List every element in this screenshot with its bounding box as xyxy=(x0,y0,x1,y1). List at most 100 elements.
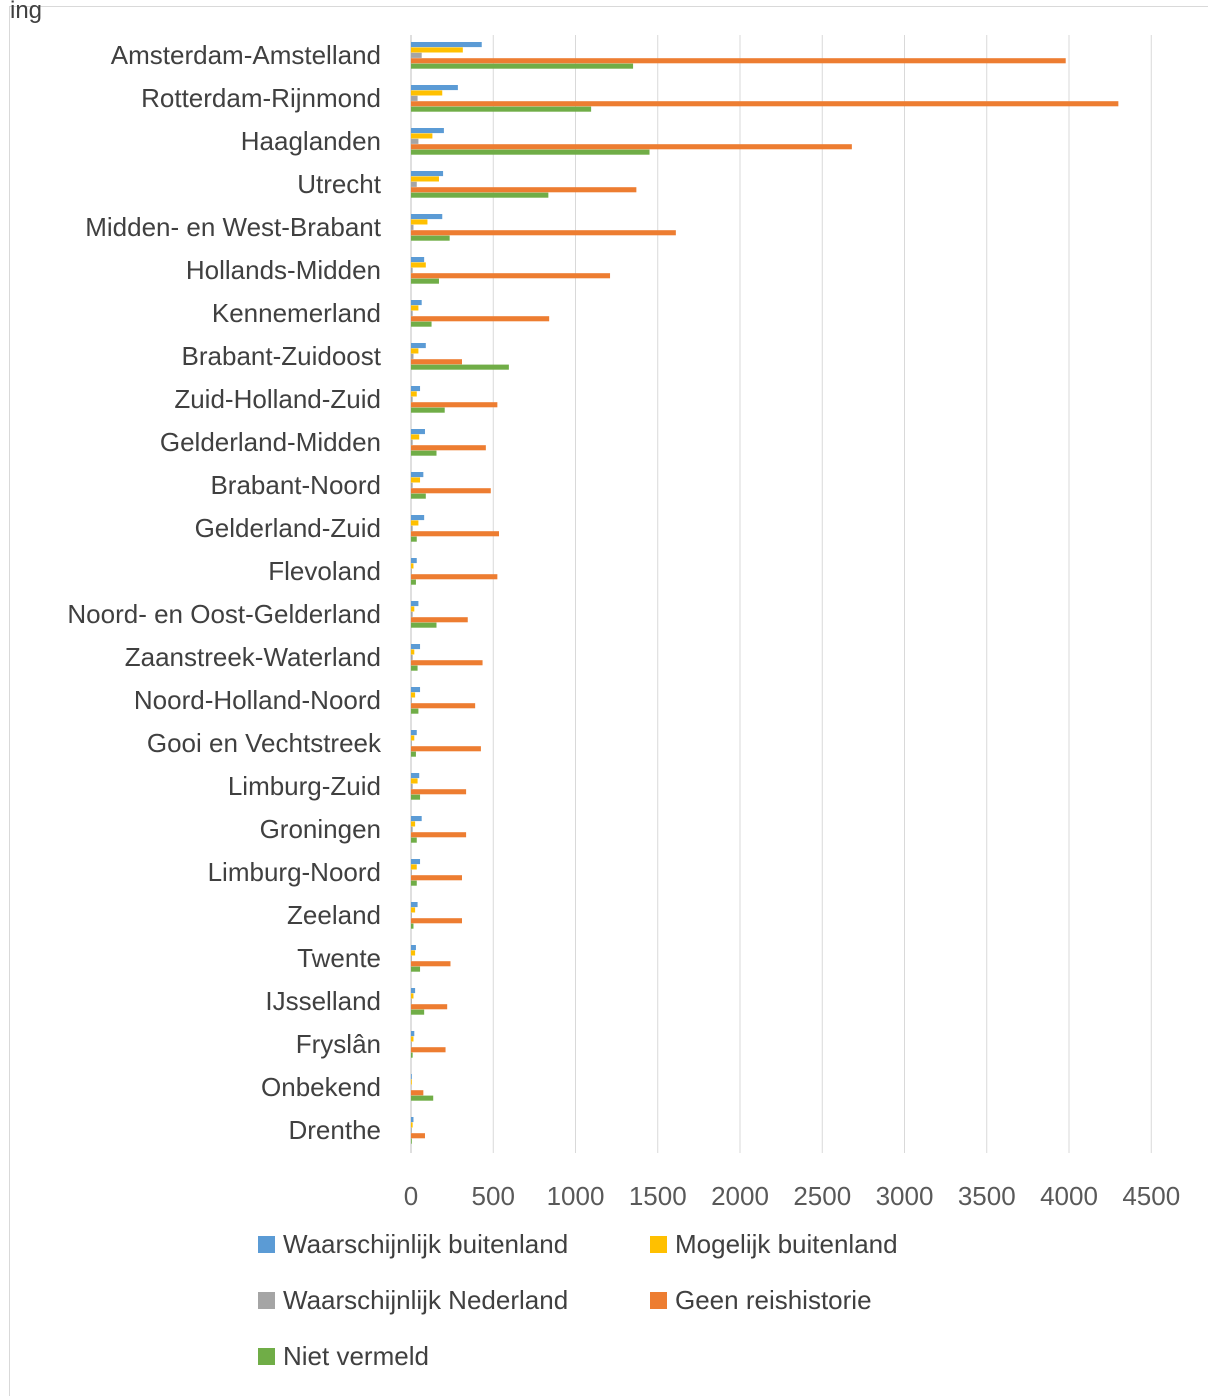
bar-niet-vermeld xyxy=(411,63,634,69)
bar-waarschijnlijk-nederland xyxy=(411,52,422,58)
bar-waarschijnlijk-buitenland xyxy=(411,85,458,91)
x-tick-label: 2500 xyxy=(793,1181,851,1211)
bar-mogelijk-buitenland xyxy=(411,735,415,741)
bar-waarschijnlijk-buitenland xyxy=(411,945,416,951)
bar-geen-reishistorie xyxy=(411,359,462,365)
bar-mogelijk-buitenland xyxy=(411,262,426,268)
bar-waarschijnlijk-nederland xyxy=(411,912,412,918)
bar-waarschijnlijk-buitenland xyxy=(411,773,420,779)
bar-waarschijnlijk-buitenland xyxy=(411,429,425,435)
bar-waarschijnlijk-buitenland xyxy=(411,128,444,134)
y-category-label: Amsterdam-Amstelland xyxy=(111,40,381,70)
bar-niet-vermeld xyxy=(411,192,549,198)
y-category-label: Zuid-Holland-Zuid xyxy=(174,384,381,414)
bar-geen-reishistorie xyxy=(411,402,498,408)
bar-mogelijk-buitenland xyxy=(411,778,418,784)
bar-waarschijnlijk-buitenland xyxy=(411,902,418,908)
bar-waarschijnlijk-buitenland xyxy=(411,343,426,349)
bar-waarschijnlijk-buitenland xyxy=(411,1074,412,1080)
bar-mogelijk-buitenland xyxy=(411,692,416,698)
bar-waarschijnlijk-nederland xyxy=(411,611,413,617)
bar-waarschijnlijk-buitenland xyxy=(411,472,424,478)
x-tick-label: 500 xyxy=(472,1181,515,1211)
bar-waarschijnlijk-buitenland xyxy=(411,214,443,220)
bar-geen-reishistorie xyxy=(411,617,468,623)
bar-niet-vermeld xyxy=(411,493,426,499)
bar-waarschijnlijk-buitenland xyxy=(411,515,425,521)
bar-mogelijk-buitenland xyxy=(411,391,417,397)
bar-waarschijnlijk-nederland xyxy=(411,1084,412,1090)
y-category-label: Noord-Holland-Noord xyxy=(134,685,381,715)
bar-mogelijk-buitenland xyxy=(411,821,416,827)
bar-waarschijnlijk-nederland xyxy=(411,439,413,445)
y-category-label: Noord- en Oost-Gelderland xyxy=(67,599,381,629)
legend-swatch xyxy=(258,1348,275,1365)
bar-niet-vermeld xyxy=(411,622,437,628)
bar-mogelijk-buitenland xyxy=(411,477,421,483)
bar-geen-reishistorie xyxy=(411,918,462,924)
x-tick-label: 2000 xyxy=(711,1181,769,1211)
bar-mogelijk-buitenland xyxy=(411,1079,412,1085)
bar-geen-reishistorie xyxy=(411,144,852,150)
bar-waarschijnlijk-nederland xyxy=(411,1127,412,1133)
legend-item: Waarschijnlijk Nederland xyxy=(258,1285,568,1316)
x-tick-label: 3500 xyxy=(958,1181,1016,1211)
bar-niet-vermeld xyxy=(411,1095,434,1101)
bar-waarschijnlijk-nederland xyxy=(411,826,413,832)
bar-geen-reishistorie xyxy=(411,187,637,193)
y-category-label: Drenthe xyxy=(289,1115,382,1145)
bar-mogelijk-buitenland xyxy=(411,1122,413,1128)
bar-niet-vermeld xyxy=(411,966,421,972)
bar-waarschijnlijk-buitenland xyxy=(411,601,419,607)
y-category-label: Kennemerland xyxy=(212,298,381,328)
legend-item: Waarschijnlijk buitenland xyxy=(258,1229,568,1260)
bar-mogelijk-buitenland xyxy=(411,176,439,182)
bar-waarschijnlijk-nederland xyxy=(411,998,412,1004)
bar-niet-vermeld xyxy=(411,708,419,714)
bar-niet-vermeld xyxy=(411,880,417,886)
y-category-label: Gelderland-Midden xyxy=(160,427,381,457)
x-tick-label: 4500 xyxy=(1122,1181,1180,1211)
bar-niet-vermeld xyxy=(411,1009,425,1015)
bar-mogelijk-buitenland xyxy=(411,47,463,53)
legend-label: Waarschijnlijk Nederland xyxy=(283,1285,569,1315)
x-tick-label: 1500 xyxy=(629,1181,687,1211)
bar-geen-reishistorie xyxy=(411,1133,425,1139)
bar-geen-reishistorie xyxy=(411,445,486,451)
bar-mogelijk-buitenland xyxy=(411,907,416,913)
bar-niet-vermeld xyxy=(411,1138,412,1144)
y-category-label: Limburg-Noord xyxy=(208,857,381,887)
bar-niet-vermeld xyxy=(411,407,445,413)
bar-waarschijnlijk-buitenland xyxy=(411,558,417,564)
bar-geen-reishistorie xyxy=(411,273,611,279)
bar-niet-vermeld xyxy=(411,579,416,585)
bar-waarschijnlijk-nederland xyxy=(411,353,414,359)
x-tick-label: 4000 xyxy=(1040,1181,1098,1211)
bar-geen-reishistorie xyxy=(411,58,1066,64)
bar-waarschijnlijk-nederland xyxy=(411,482,413,488)
bar-waarschijnlijk-buitenland xyxy=(411,816,422,822)
bar-waarschijnlijk-buitenland xyxy=(411,687,421,693)
legend-label: Waarschijnlijk buitenland xyxy=(283,1229,569,1259)
legend-item: Mogelijk buitenland xyxy=(650,1229,898,1260)
bar-waarschijnlijk-buitenland xyxy=(411,1031,415,1037)
legend-swatch xyxy=(258,1292,275,1309)
y-category-label: Hollands-Midden xyxy=(186,255,381,285)
legend-label: Niet vermeld xyxy=(283,1341,429,1371)
y-category-label: Gooi en Vechtstreek xyxy=(147,728,382,758)
bar-waarschijnlijk-nederland xyxy=(411,181,417,187)
bar-waarschijnlijk-nederland xyxy=(411,697,412,703)
bar-mogelijk-buitenland xyxy=(411,649,415,655)
bar-geen-reishistorie xyxy=(411,316,550,322)
bar-geen-reishistorie xyxy=(411,230,676,236)
y-category-label: Utrecht xyxy=(297,169,382,199)
bar-mogelijk-buitenland xyxy=(411,606,415,612)
x-tick-label: 0 xyxy=(404,1181,418,1211)
bar-waarschijnlijk-buitenland xyxy=(411,386,421,392)
bar-mogelijk-buitenland xyxy=(411,993,414,999)
bar-waarschijnlijk-nederland xyxy=(411,869,412,875)
bar-geen-reishistorie xyxy=(411,488,491,494)
bar-waarschijnlijk-buitenland xyxy=(411,42,482,48)
bar-geen-reishistorie xyxy=(411,660,483,666)
bar-geen-reishistorie xyxy=(411,875,462,881)
